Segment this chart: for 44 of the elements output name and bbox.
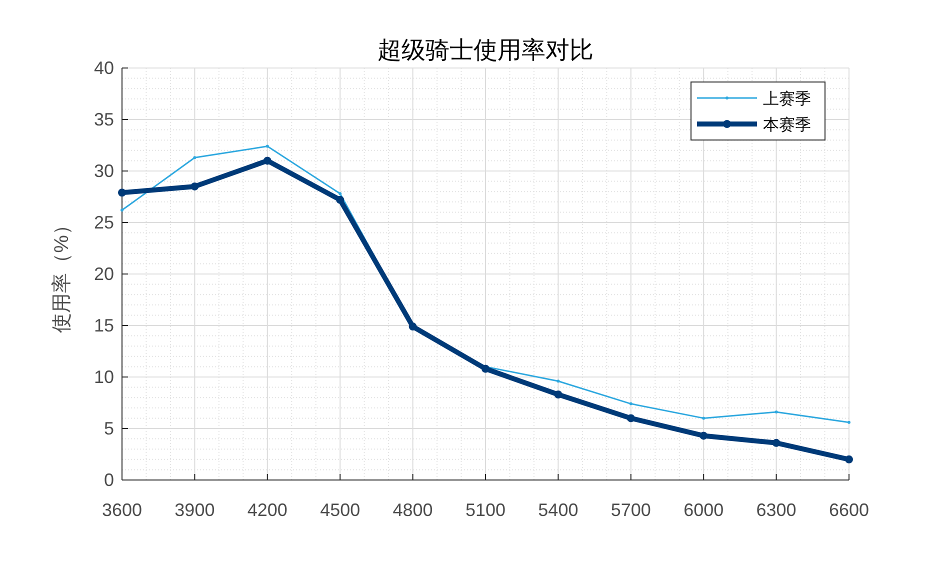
y-tick-label: 40 (94, 58, 114, 78)
y-tick-label: 35 (94, 110, 114, 130)
legend-label: 上赛季 (763, 90, 811, 108)
point (845, 455, 853, 464)
y-axis-title: 使用率（%） (51, 215, 73, 333)
y-tick-label: 0 (104, 470, 114, 490)
point (338, 192, 342, 196)
x-tick-label: 4800 (392, 500, 433, 520)
x-tick-label: 4200 (247, 500, 288, 520)
x-tick-label: 6300 (756, 500, 796, 520)
y-tick-label: 5 (104, 418, 114, 438)
x-tick-label: 6600 (828, 500, 870, 520)
point (266, 144, 269, 148)
y-tick-label: 30 (94, 161, 114, 181)
chart-title: 超级骑士使用率对比 (378, 37, 594, 64)
point (848, 420, 850, 424)
point (556, 380, 560, 383)
x-tick-label: 5400 (538, 500, 578, 520)
point (700, 432, 708, 440)
y-tick-label: 25 (94, 212, 114, 232)
x-tick-label: 5700 (610, 500, 651, 520)
x-tick-label: 3900 (174, 500, 215, 520)
point (629, 402, 632, 406)
point (263, 156, 272, 165)
point (772, 438, 780, 447)
x-tick-label: 3600 (102, 500, 142, 520)
point (774, 410, 778, 414)
point (118, 188, 126, 197)
y-tick-label: 10 (94, 367, 114, 387)
point (482, 364, 490, 373)
y-tick-label: 15 (94, 316, 114, 336)
x-tick-label: 6000 (684, 500, 724, 520)
point (408, 322, 417, 331)
x-tick-label: 4500 (320, 500, 360, 520)
point (120, 208, 124, 212)
point (702, 416, 706, 420)
y-tick-label: 20 (94, 264, 114, 284)
point (554, 390, 562, 399)
point (336, 196, 344, 204)
legend-label: 本赛季 (763, 116, 811, 134)
point (190, 182, 199, 190)
point (193, 156, 196, 160)
point (626, 414, 635, 422)
x-tick-label: 5100 (465, 500, 506, 520)
